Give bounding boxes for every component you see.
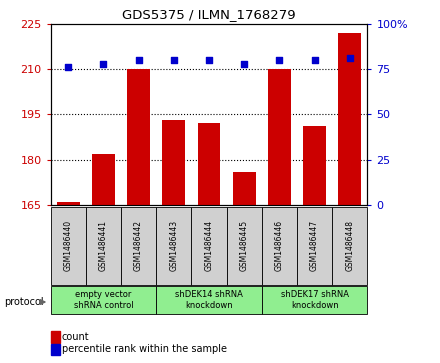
Text: protocol: protocol xyxy=(4,297,44,307)
Point xyxy=(241,61,248,66)
Bar xyxy=(233,172,256,205)
Bar xyxy=(262,207,297,285)
Bar xyxy=(198,123,220,205)
Text: GSM1486442: GSM1486442 xyxy=(134,220,143,272)
Bar xyxy=(297,207,332,285)
Text: GSM1486446: GSM1486446 xyxy=(275,220,284,272)
Text: GSM1486441: GSM1486441 xyxy=(99,220,108,272)
Text: GSM1486447: GSM1486447 xyxy=(310,220,319,272)
Bar xyxy=(156,207,191,285)
Text: shDEK17 shRNA
knockdown: shDEK17 shRNA knockdown xyxy=(281,290,348,310)
Text: shDEK14 shRNA
knockdown: shDEK14 shRNA knockdown xyxy=(175,290,243,310)
Bar xyxy=(227,207,262,285)
Bar xyxy=(162,121,185,205)
Text: GSM1486444: GSM1486444 xyxy=(205,220,213,272)
Bar xyxy=(92,154,115,205)
Point xyxy=(205,57,213,63)
Bar xyxy=(332,207,367,285)
Text: empty vector
shRNA control: empty vector shRNA control xyxy=(73,290,133,310)
Bar xyxy=(303,126,326,205)
Bar xyxy=(338,33,361,205)
Point xyxy=(346,55,353,61)
Bar xyxy=(121,207,156,285)
Title: GDS5375 / ILMN_1768279: GDS5375 / ILMN_1768279 xyxy=(122,8,296,21)
Text: GSM1486445: GSM1486445 xyxy=(240,220,249,272)
Text: count: count xyxy=(62,332,89,342)
Bar xyxy=(86,207,121,285)
Text: GSM1486443: GSM1486443 xyxy=(169,220,178,272)
Point xyxy=(276,57,283,63)
Point xyxy=(170,57,177,63)
Point xyxy=(65,64,72,70)
Text: GSM1486440: GSM1486440 xyxy=(64,220,73,272)
Bar xyxy=(268,69,291,205)
Point xyxy=(100,61,107,66)
Bar xyxy=(262,286,367,314)
Bar xyxy=(57,202,80,205)
Bar xyxy=(51,286,156,314)
Point xyxy=(311,57,318,63)
Bar xyxy=(191,207,227,285)
Text: GSM1486448: GSM1486448 xyxy=(345,220,354,272)
Bar xyxy=(51,207,86,285)
Bar xyxy=(156,286,262,314)
Point xyxy=(135,57,142,63)
Bar xyxy=(127,69,150,205)
Text: percentile rank within the sample: percentile rank within the sample xyxy=(62,344,227,354)
